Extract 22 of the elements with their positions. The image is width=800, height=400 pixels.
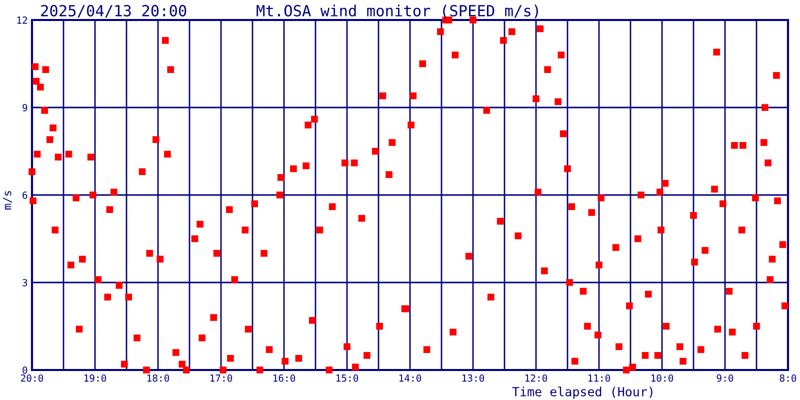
x-tick-label: 16:0 [273, 374, 296, 382]
x-tick-label: 14:0 [399, 374, 422, 382]
y-tick-label: 12 [17, 16, 28, 24]
y-tick-label: 9 [22, 104, 28, 112]
x-axis-title: Time elapsed (Hour) [512, 386, 652, 399]
y-tick-label: 3 [22, 279, 28, 286]
x-tick-label: 12:0 [525, 374, 548, 382]
x-tick-label: 19:0 [84, 374, 106, 382]
x-tick-label: 10:0 [651, 374, 674, 382]
x-tick-label: 9:0 [716, 374, 734, 382]
x-tick-label: 15:0 [336, 374, 358, 382]
chart-subtitle: 2025/04/13 20:00 [41, 4, 186, 18]
x-tick-label: 18:0 [147, 374, 170, 382]
x-tick-label: 13:0 [462, 374, 484, 382]
y-axis-title: m/s [2, 191, 12, 210]
y-tick-label: 6 [22, 192, 28, 199]
x-tick-label: 20:0 [21, 374, 44, 382]
x-tick-label: 17:0 [210, 374, 232, 382]
y-tick-label: 0 [22, 366, 28, 374]
x-tick-label: 8:0 [780, 374, 796, 382]
x-tick-label: 11:0 [588, 374, 610, 382]
chart-title: Mt.OSA wind monitor (SPEED m/s) [256, 4, 538, 18]
